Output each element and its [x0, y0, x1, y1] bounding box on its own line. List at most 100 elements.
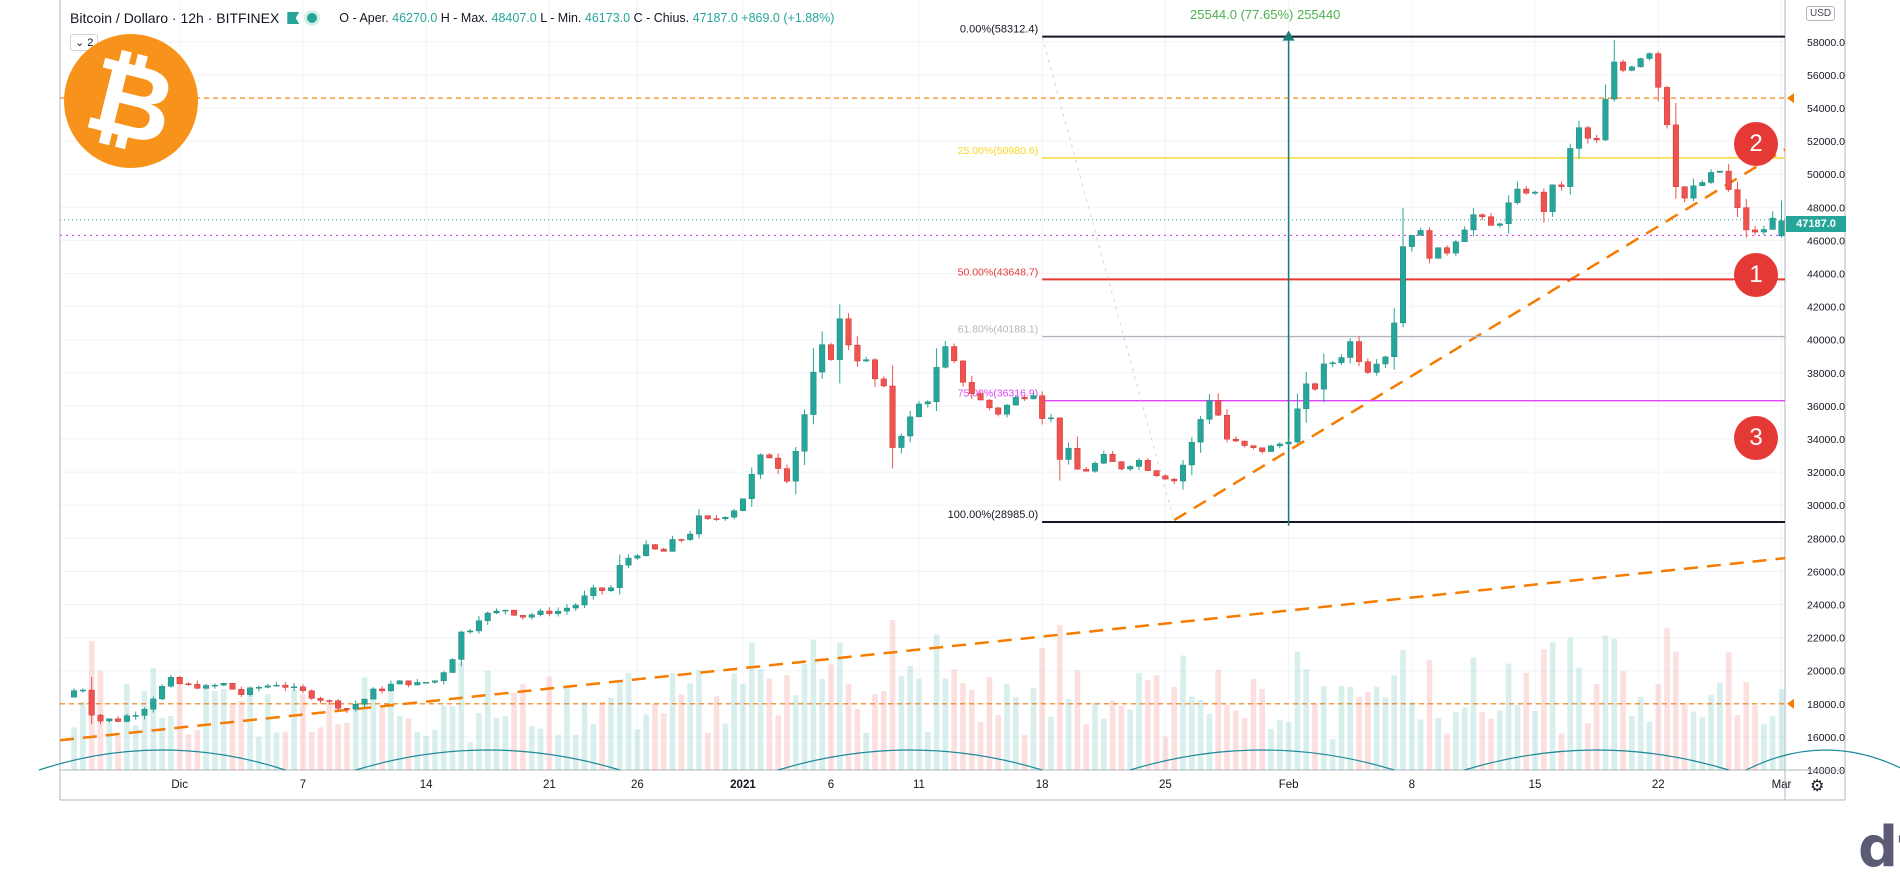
volume-bar: [141, 691, 148, 770]
candle-body: [1056, 417, 1063, 460]
volume-bar: [722, 723, 729, 770]
volume-bar: [1426, 659, 1433, 770]
volume-bar: [889, 619, 896, 770]
volume-bar: [1347, 686, 1354, 770]
volume-bar: [678, 694, 685, 770]
volume-bar: [1180, 655, 1186, 770]
candle-body: [519, 615, 526, 618]
volume-bar: [1541, 649, 1547, 770]
volume-bar: [1197, 700, 1204, 770]
volume-bar: [775, 715, 781, 770]
candle-body: [229, 683, 236, 690]
candle-body: [1224, 414, 1231, 440]
candle-body: [1778, 220, 1785, 237]
y-tick-label: 42000.0: [1807, 302, 1845, 314]
volume-bar: [704, 733, 711, 770]
volume-bar: [1620, 671, 1626, 770]
candle-body: [766, 454, 773, 459]
volume-bar: [1373, 686, 1380, 770]
volume-bar: [344, 722, 350, 770]
flag-icon[interactable]: [287, 12, 300, 24]
candle-body: [1461, 229, 1468, 242]
candle-body: [1646, 53, 1653, 59]
candle-body: [1549, 184, 1556, 212]
candle-body: [335, 700, 342, 709]
volume-bar: [845, 683, 852, 770]
volume-bar: [238, 700, 245, 770]
candle-body: [1276, 443, 1283, 447]
currency-badge[interactable]: USD: [1806, 6, 1836, 21]
volume-bar: [467, 742, 473, 770]
volume-bar: [1356, 696, 1362, 770]
volume-bar: [1048, 716, 1054, 770]
marker-2: 2: [1734, 122, 1778, 166]
volume-bar: [1673, 651, 1679, 770]
y-tick-label: 28000.0: [1807, 533, 1845, 545]
candle-body: [1655, 53, 1662, 88]
x-tick-label: 15: [1529, 779, 1542, 791]
candle-body: [1716, 170, 1723, 173]
candle-body: [370, 688, 377, 700]
x-tick-label: 8: [1409, 779, 1415, 791]
candle-body: [572, 604, 579, 609]
close-value: 47187.0: [692, 11, 738, 25]
candle-body: [493, 610, 500, 614]
y-tick-label: 36000.0: [1807, 401, 1845, 413]
volume-bar: [1778, 689, 1785, 770]
volume-bar: [212, 690, 218, 770]
candle-body: [1470, 214, 1477, 231]
candle-body: [863, 359, 870, 362]
candle-body: [616, 564, 623, 588]
candle-body: [651, 544, 658, 550]
candle-body: [414, 682, 421, 686]
candle-body: [167, 677, 174, 687]
volume-bar: [432, 729, 438, 770]
candle-body: [1576, 127, 1583, 149]
candle-body: [1408, 235, 1415, 247]
volume-bar: [1532, 711, 1538, 770]
chevron-down-icon: ⌄: [75, 37, 85, 49]
candle-body: [185, 683, 192, 685]
symbol-title[interactable]: Bitcoin / Dollaro · 12h · BITFINEX: [70, 10, 280, 26]
candle-body: [722, 516, 729, 520]
volume-bar: [256, 736, 262, 770]
volume-bar: [1488, 718, 1494, 770]
open-label: O - Aper.: [339, 11, 389, 25]
y-tick-label: 44000.0: [1807, 269, 1845, 281]
candle-body: [1012, 397, 1019, 406]
x-tick-label: 2021: [730, 779, 756, 791]
volume-bar: [1365, 691, 1371, 770]
candle-body: [995, 407, 1002, 415]
y-tick-label: 24000.0: [1807, 600, 1845, 612]
volume-bar: [194, 730, 201, 770]
candle-body: [942, 346, 949, 368]
candle-body: [475, 620, 482, 632]
candle-body: [1602, 98, 1609, 141]
candle-body: [299, 686, 306, 691]
volume-bar: [616, 680, 623, 770]
volume-bar: [1259, 688, 1266, 770]
candle-body: [748, 474, 755, 499]
volume-bar: [748, 642, 755, 770]
volume-bar: [264, 694, 271, 770]
volume-bar: [1030, 688, 1037, 770]
candle-body: [1250, 445, 1257, 448]
candle-body: [123, 715, 130, 722]
volume-bar: [1092, 702, 1098, 770]
indicator-count: 2: [87, 37, 94, 49]
candle-body: [1699, 182, 1706, 186]
volume-bar: [1514, 704, 1521, 770]
candle-body: [1435, 247, 1442, 259]
candle-body: [907, 416, 914, 437]
volume-bar: [1285, 722, 1292, 770]
gear-icon[interactable]: ⚙: [1810, 778, 1825, 795]
volume-bar: [1039, 647, 1045, 770]
volume-bar: [150, 668, 157, 770]
volume-bar: [80, 701, 86, 770]
candle-body: [1241, 440, 1248, 446]
y-tick-label: 16000.0: [1807, 732, 1845, 744]
volume-bar: [1012, 697, 1019, 770]
candle-body: [1268, 445, 1275, 452]
volume-bar: [660, 713, 667, 770]
